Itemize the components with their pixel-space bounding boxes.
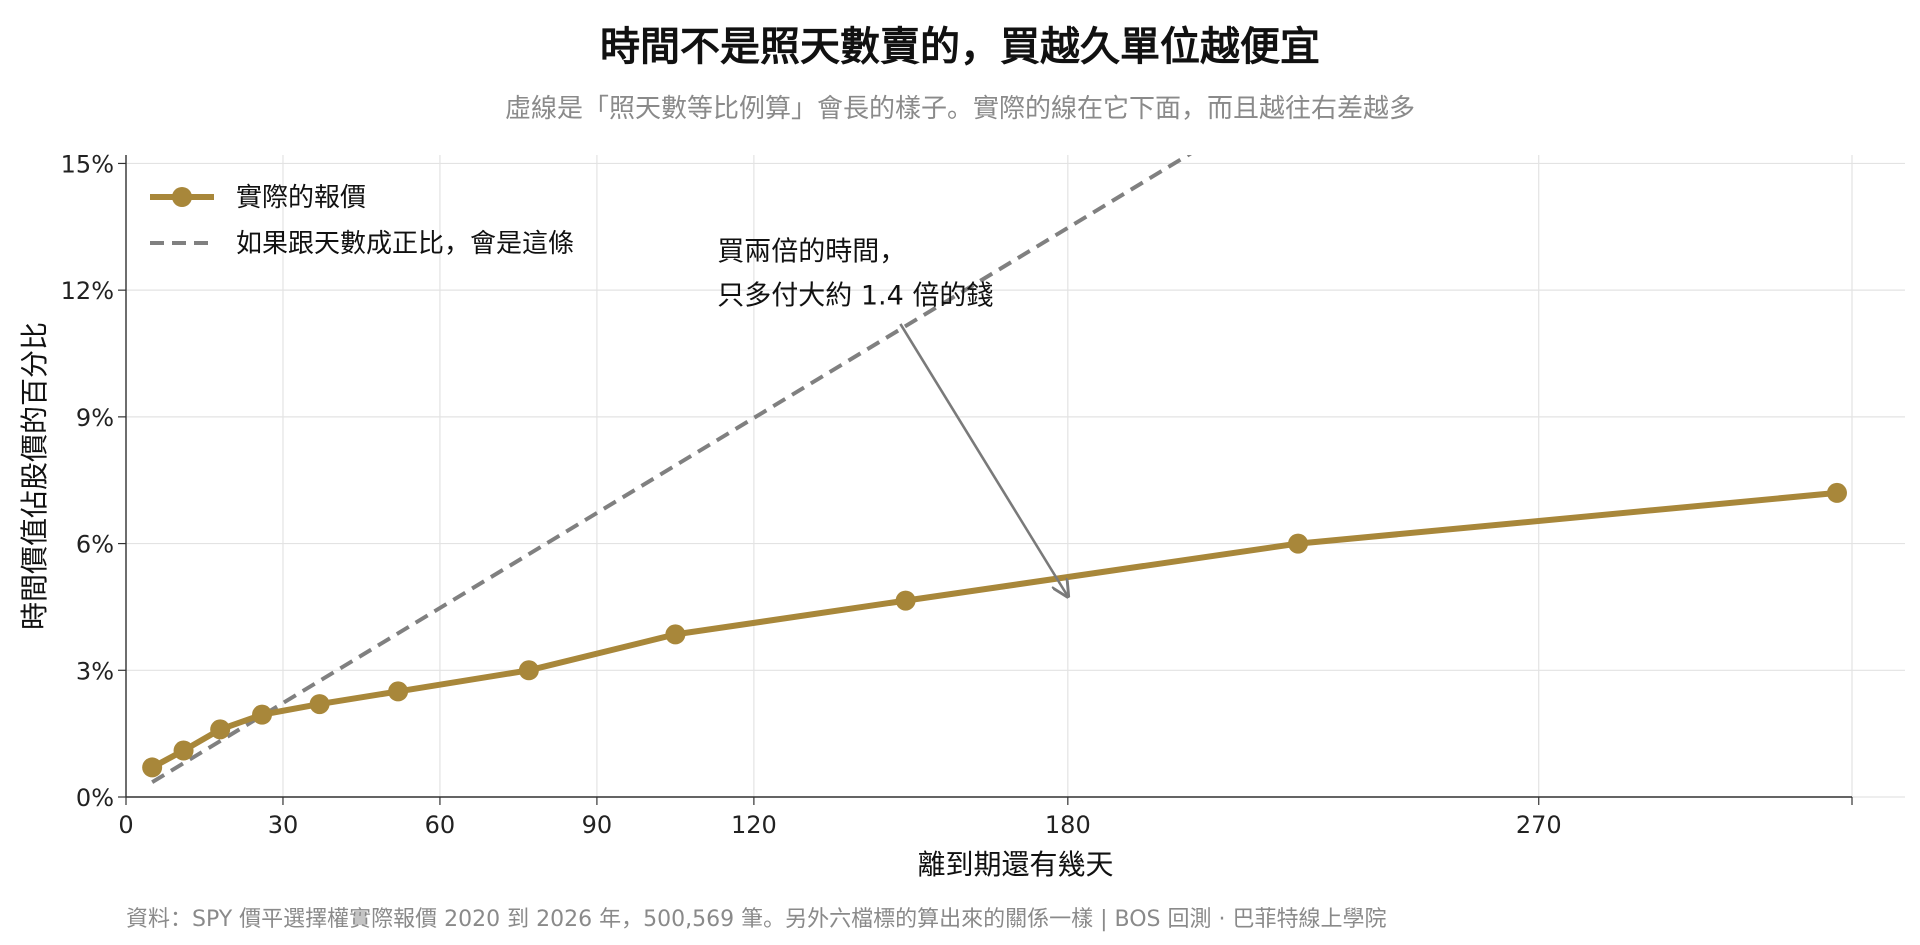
axes [125, 155, 1852, 798]
x-tick-label: 180 [1045, 811, 1091, 839]
actual-series-point [665, 624, 686, 645]
data-source-footer: 資料：SPY 價平選擇權實際報價 2020 到 2026 年，500,569 筆… [126, 907, 1387, 932]
x-tick-label: 0 [118, 811, 133, 839]
y-tick-label: 9% [76, 404, 114, 432]
x-tick-label: 30 [268, 811, 299, 839]
legend-marker-actual [172, 187, 192, 207]
actual-series-point [518, 660, 539, 681]
legend-label: 實際的報價 [236, 183, 366, 213]
chart-title: 時間不是照天數賣的，買越久單位越便宜 [600, 24, 1320, 70]
actual-series-point [210, 719, 231, 740]
y-tick-label: 12% [61, 277, 114, 305]
x-tick-label: 270 [1516, 811, 1562, 839]
chart-subtitle: 虛線是「照天數等比例算」會長的樣子。實際的線在它下面，而且越往右差越多 [504, 94, 1415, 124]
x-axis-ticks: 0 30 60 90 120 180 270 [118, 797, 1853, 839]
x-tick-label: 90 [582, 811, 613, 839]
actual-series-point [388, 681, 409, 702]
actual-series-point [1288, 533, 1309, 554]
series-layer [142, 155, 1847, 784]
actual-series-point [173, 740, 194, 761]
proportional-series-line [151, 155, 1193, 784]
y-tick-label: 3% [76, 657, 114, 685]
annotation-arrow [899, 323, 1067, 596]
annotation-text: 只多付大約 1.4 倍的錢 [717, 281, 993, 312]
actual-series-point [142, 757, 163, 778]
y-axis-label: 時間價值佔股價的百分比 [18, 322, 51, 630]
y-tick-label: 6% [76, 531, 114, 559]
actual-series-point [895, 590, 916, 611]
actual-series-point [309, 694, 330, 715]
x-axis-label: 離到期還有幾天 [917, 848, 1113, 881]
annotation: 買兩倍的時間， 只多付大約 1.4 倍的錢 [717, 237, 1068, 597]
x-tick-label: 120 [731, 811, 777, 839]
y-tick-label: 15% [61, 150, 114, 178]
legend-label: 如果跟天數成正比，會是這條 [236, 229, 574, 259]
actual-series-point [1826, 482, 1847, 503]
annotation-text: 買兩倍的時間， [717, 237, 906, 268]
x-tick-label: 60 [425, 811, 456, 839]
y-axis-ticks: 0% 3% 6% 9% 12% 15% [61, 150, 126, 812]
y-tick-label: 0% [76, 784, 114, 812]
actual-series-point [252, 704, 273, 725]
